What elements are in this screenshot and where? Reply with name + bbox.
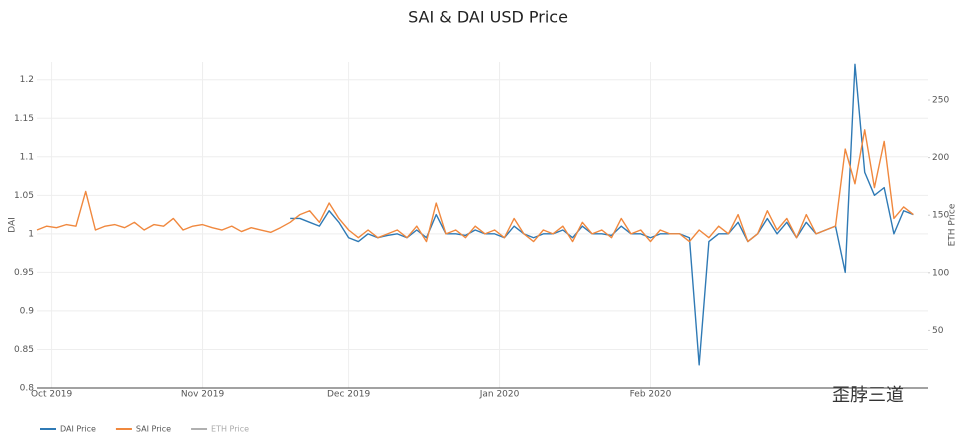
x-tick-label: Oct 2019 xyxy=(31,390,73,400)
y2-tick-label: 50 xyxy=(932,326,944,336)
series-line xyxy=(36,129,914,243)
y2-tick-label: 250 xyxy=(932,96,949,106)
y2-tick-label: 200 xyxy=(932,153,949,163)
y-tick-label: 1.05 xyxy=(14,191,34,201)
y-tick-label: 0.8 xyxy=(20,384,35,394)
chart-title: SAI & DAI USD Price xyxy=(408,8,568,27)
y2-axis-title: ETH Price xyxy=(948,203,958,246)
y2-tick-label: 150 xyxy=(932,211,949,221)
y-tick-label: 0.85 xyxy=(14,345,34,355)
y-tick-label: 1 xyxy=(28,229,34,239)
legend-label: ETH Price xyxy=(211,425,249,434)
x-tick-label: Nov 2019 xyxy=(181,390,225,400)
x-tick-label: Feb 2020 xyxy=(630,390,672,400)
x-tick-label: Jan 2020 xyxy=(479,390,520,400)
y2-tick-label: 100 xyxy=(932,268,949,278)
y-tick-label: 1.1 xyxy=(20,152,34,162)
legend-label: DAI Price xyxy=(60,425,96,434)
y-tick-label: 1.15 xyxy=(14,114,34,124)
series-line xyxy=(290,63,914,366)
y-axis-title: DAI xyxy=(8,217,18,233)
legend-label: SAI Price xyxy=(136,425,171,434)
watermark: 歪脖三道 xyxy=(832,385,904,406)
y-tick-label: 0.9 xyxy=(20,306,35,316)
y-tick-label: 1.2 xyxy=(20,75,34,85)
x-tick-label: Dec 2019 xyxy=(327,390,370,400)
y-tick-label: 0.95 xyxy=(14,268,34,278)
